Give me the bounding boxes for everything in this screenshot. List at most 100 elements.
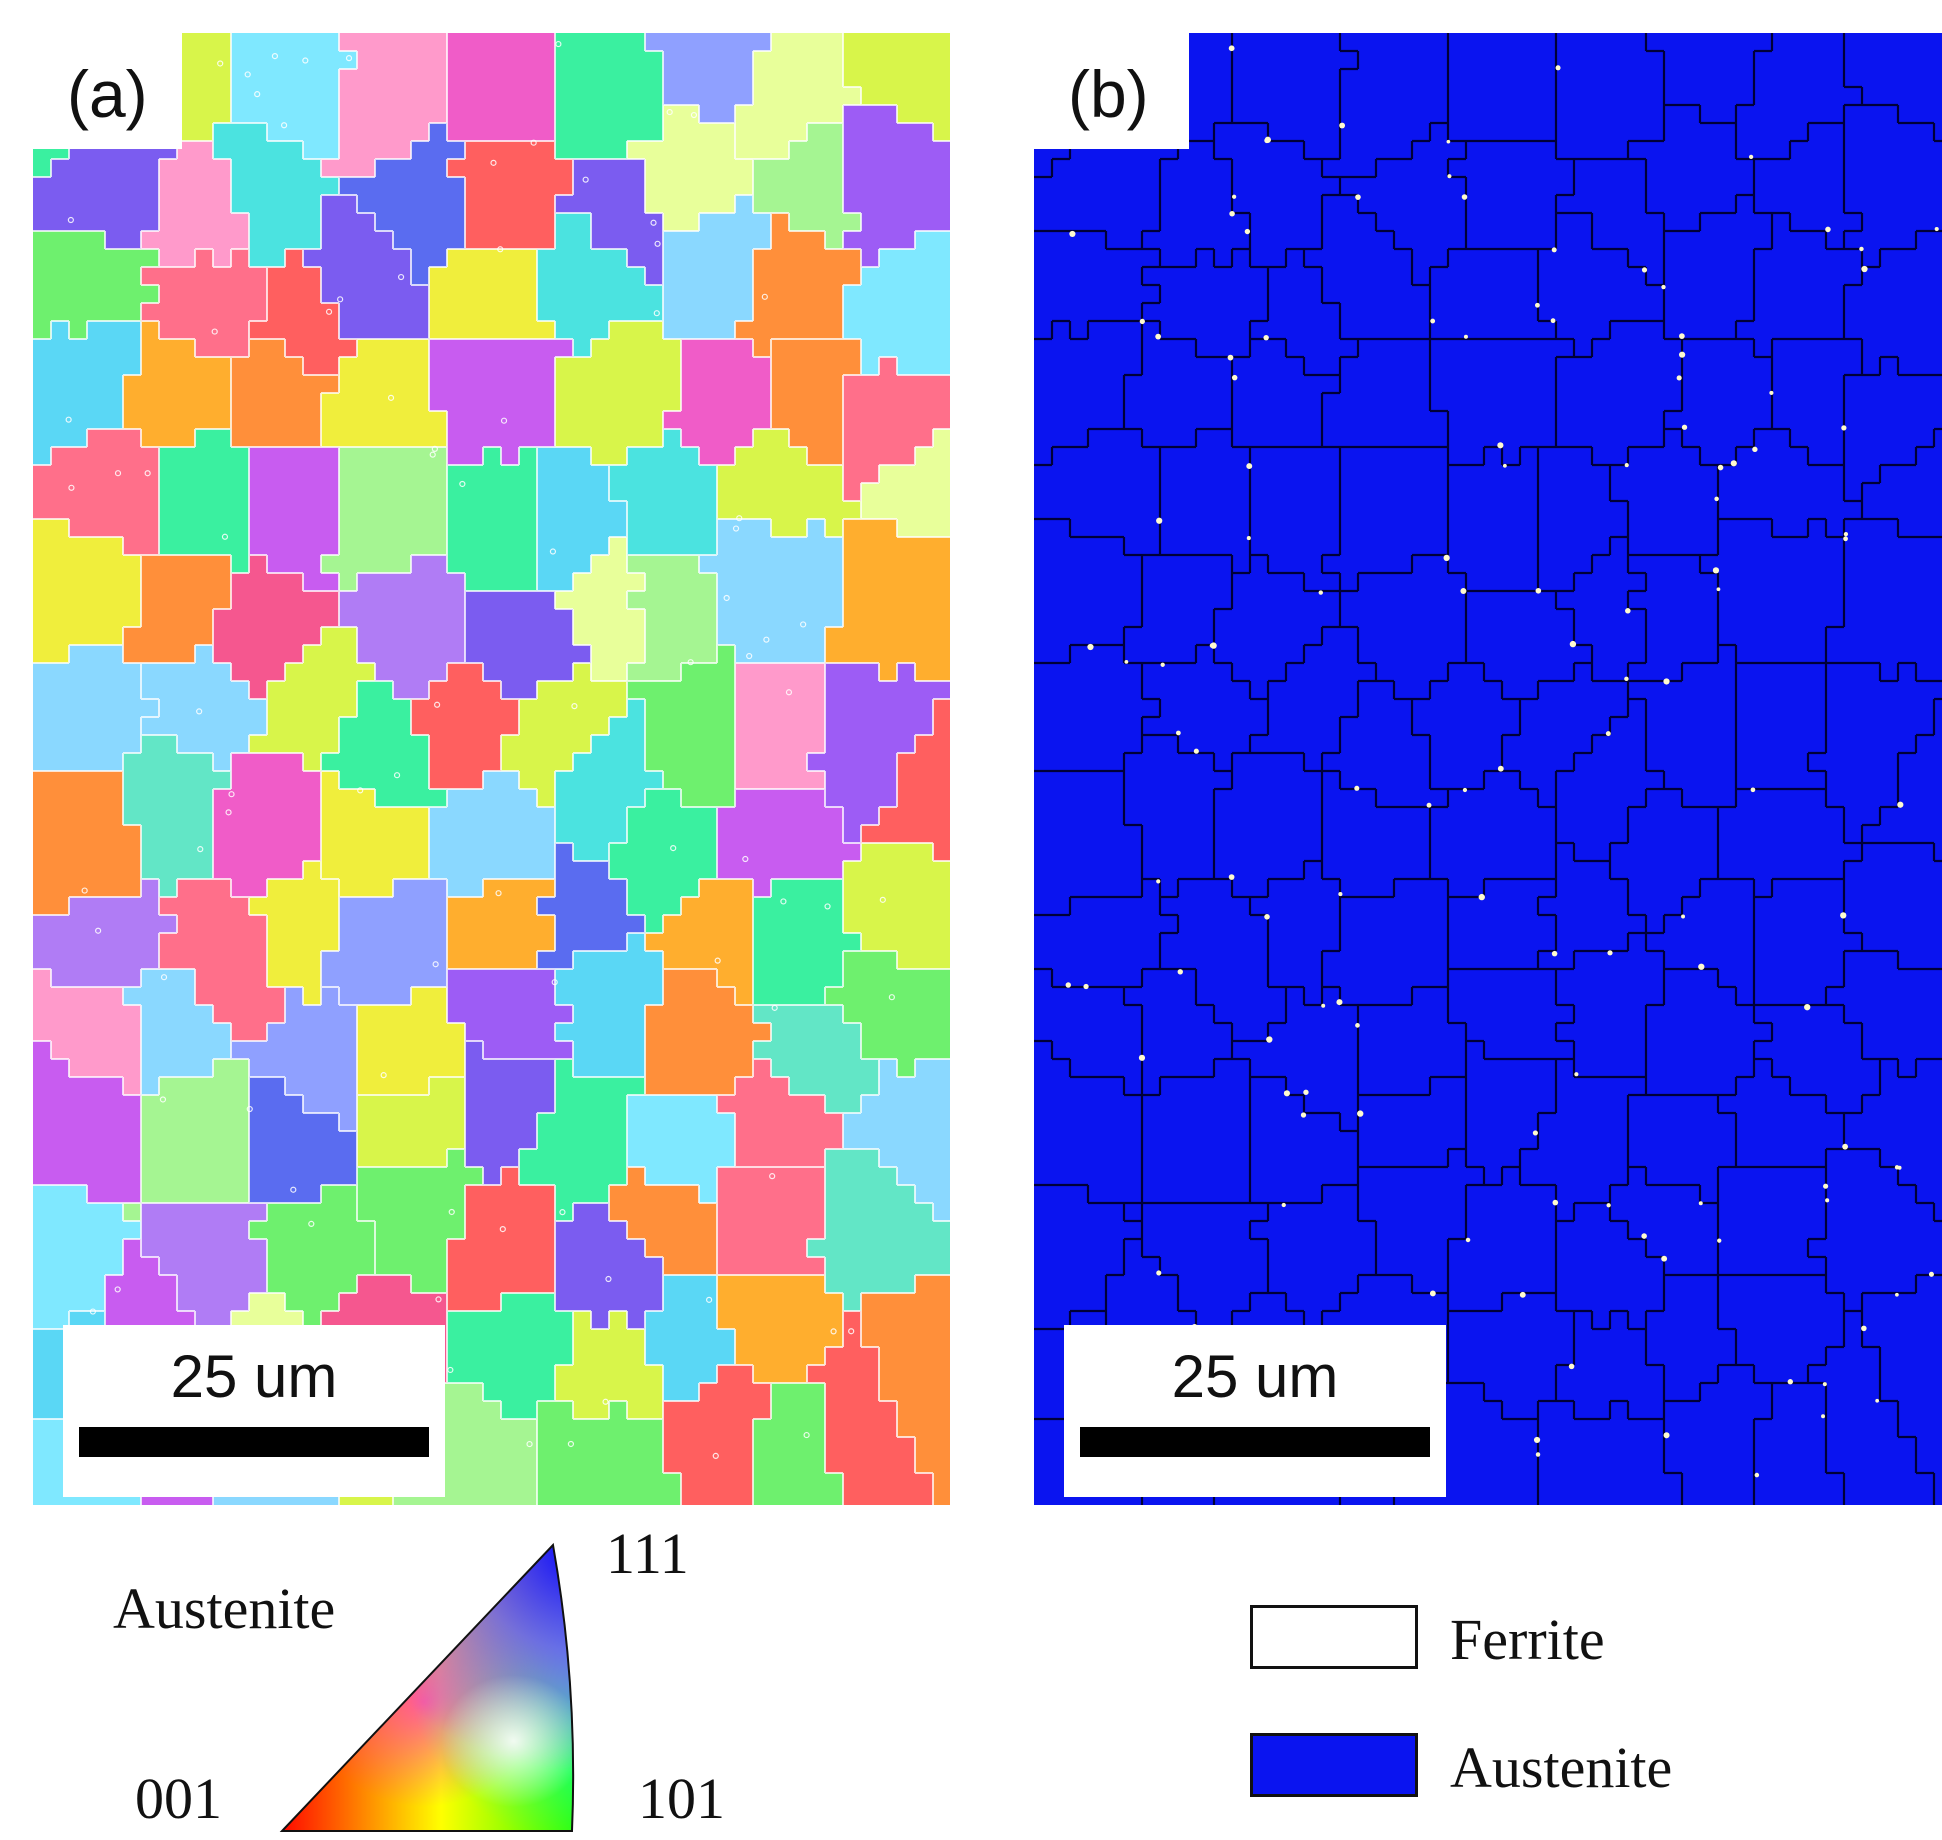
ipf-map-cell (807, 393, 826, 412)
ipf-map-cell (357, 627, 376, 646)
ipf-map-cell (357, 861, 376, 880)
ipf-map-cell (177, 555, 196, 574)
ipf-map-cell (807, 177, 826, 196)
ipf-map-cell (555, 1167, 574, 1186)
ipf-map-cell (663, 753, 682, 772)
ipf-map-cell (69, 843, 88, 862)
ipf-map-cell (753, 1131, 772, 1150)
ipf-map-cell (861, 159, 880, 178)
ipf-map-cell (33, 447, 52, 466)
ipf-map-cell (519, 321, 538, 340)
ipf-map-cell (483, 699, 502, 718)
ipf-map-cell (285, 87, 304, 106)
ipf-map-cell (105, 339, 124, 358)
ipf-map-cell (573, 609, 592, 628)
ipf-map-cell (555, 717, 574, 736)
ipf-map-cell (537, 987, 556, 1006)
ipf-map-cell (609, 465, 628, 484)
ipf-map-cell (807, 303, 826, 322)
ipf-map-cell (753, 249, 772, 268)
ipf-map-cell (789, 555, 808, 574)
ipf-map-cell (303, 195, 322, 214)
ipf-map-cell (699, 591, 718, 610)
ipf-map-cell (681, 681, 700, 700)
ferrite-speck (1825, 226, 1831, 233)
ipf-map-cell (429, 249, 448, 268)
ipf-map-cell (537, 1023, 556, 1042)
ipf-map-cell (807, 267, 826, 286)
ipf-map-cell (357, 33, 376, 52)
ipf-map-cell (123, 879, 142, 898)
ipf-map-cell (375, 951, 394, 970)
ipf-map-cell (213, 1059, 232, 1078)
ipf-map-cell (195, 1239, 214, 1258)
ipf-map-cell (195, 1059, 214, 1078)
ipf-map-cell (87, 591, 106, 610)
ipf-map-cell (357, 1041, 376, 1060)
ipf-map-cell (789, 429, 808, 448)
ipf-map-cell (375, 717, 394, 736)
ipf-map-cell (861, 933, 880, 952)
ipf-map-cell (483, 285, 502, 304)
ipf-map-cell (69, 789, 88, 808)
ipf-map-cell (231, 303, 250, 322)
ipf-map-cell (87, 843, 106, 862)
ipf-map-cell (663, 429, 682, 448)
ipf-map-cell (123, 1095, 142, 1114)
ipf-map-cell (843, 303, 862, 322)
ipf-map-cell (591, 465, 610, 484)
ferrite-speck (1228, 874, 1235, 880)
ipf-map-cell (663, 1401, 682, 1420)
ipf-map-cell (537, 1149, 556, 1168)
ipf-map-cell (339, 429, 358, 448)
ipf-map-cell (825, 735, 844, 754)
ipf-map-cell (933, 339, 950, 358)
ferrite-speck (1354, 785, 1360, 791)
ipf-map-cell (87, 1095, 106, 1114)
ipf-map-cell (717, 393, 736, 412)
ipf-map-cell (609, 1239, 628, 1258)
ipf-map-cell (591, 1203, 610, 1222)
ipf-map-cell (357, 609, 376, 628)
ipf-map-cell (447, 249, 466, 268)
ipf-map-cell (555, 105, 574, 124)
ipf-map-cell (231, 897, 250, 916)
ipf-map-cell (519, 1473, 538, 1492)
ferrite-speck (1338, 892, 1343, 897)
ipf-map-cell (303, 1095, 322, 1114)
ipf-map-cell (159, 465, 178, 484)
ipf-map-cell (591, 267, 610, 286)
ipf-map-cell (771, 1419, 790, 1438)
ipf-map-cell (285, 213, 304, 232)
ipf-map-cell (483, 609, 502, 628)
ipf-map-cell (213, 1275, 232, 1294)
ipf-map-cell (591, 573, 610, 592)
ipf-map-cell (465, 1023, 484, 1042)
ipf-map-cell (753, 861, 772, 880)
ipf-map-cell (375, 735, 394, 754)
ipf-map-cell (393, 753, 412, 772)
ipf-map-cell (249, 1095, 268, 1114)
ipf-map-cell (303, 411, 322, 430)
ipf-map-cell (627, 1149, 646, 1168)
ipf-map-cell (537, 267, 556, 286)
ipf-map-cell (87, 825, 106, 844)
ipf-map-cell (213, 195, 232, 214)
ipf-map-cell (159, 1203, 178, 1222)
ipf-map-cell (285, 231, 304, 250)
ipf-map-cell (555, 357, 574, 376)
ipf-map-cell (483, 537, 502, 556)
ipf-map-cell (33, 771, 52, 790)
ipf-map-cell (393, 807, 412, 826)
ipf-map-cell (177, 483, 196, 502)
ipf-map-cell (177, 231, 196, 250)
ipf-map-cell (87, 393, 106, 412)
ipf-map-cell (609, 285, 628, 304)
ipf-map-cell (51, 375, 70, 394)
ipf-map-cell (879, 195, 898, 214)
ipf-map-cell (609, 1401, 628, 1420)
ipf-map-cell (861, 1401, 880, 1420)
ipf-map-cell (105, 969, 124, 988)
ipf-map-cell (681, 951, 700, 970)
ipf-map-cell (123, 357, 142, 376)
